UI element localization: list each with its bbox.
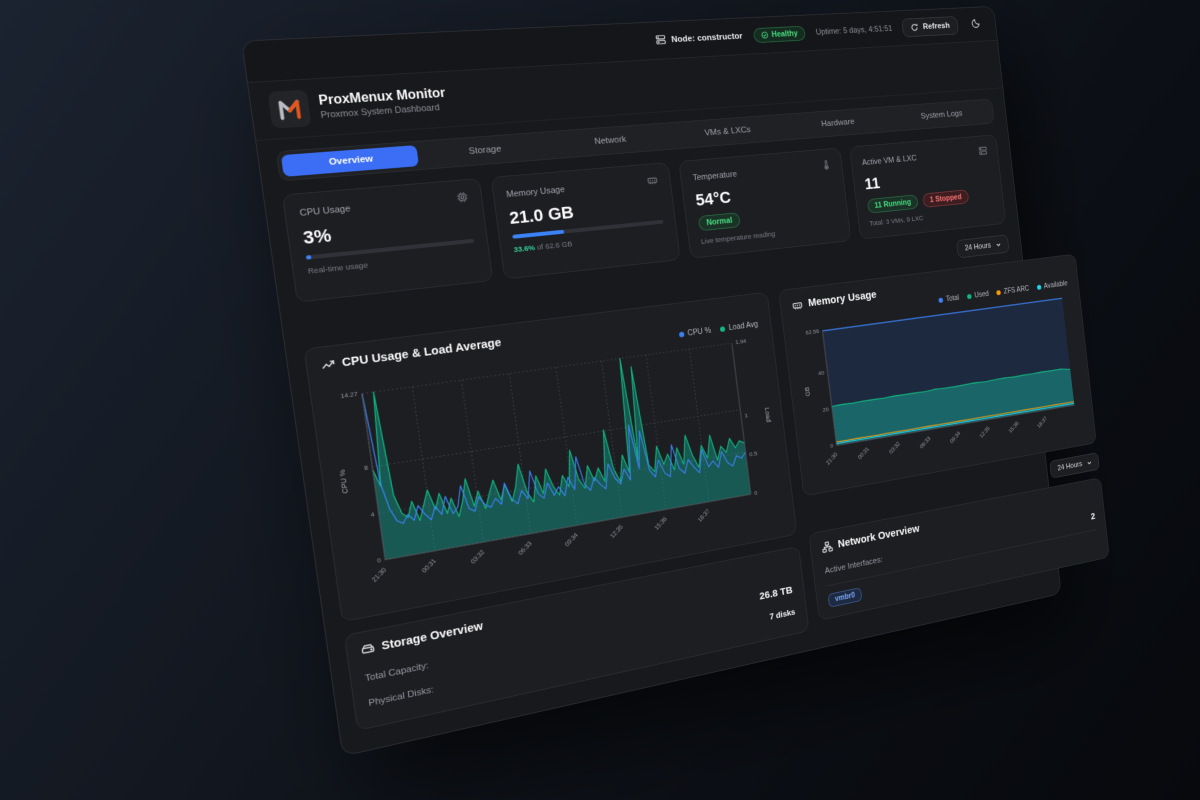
legend-dot-icon: [996, 289, 1002, 295]
theme-toggle-button[interactable]: [967, 15, 986, 35]
memory-icon: [646, 174, 659, 188]
check-circle-icon: [761, 31, 769, 39]
svg-text:1: 1: [744, 413, 748, 420]
legend-dot-icon: [938, 297, 944, 303]
svg-text:CPU %: CPU %: [338, 468, 350, 494]
svg-text:03:32: 03:32: [888, 440, 901, 455]
cpu-icon: [456, 191, 469, 206]
vm-card-title: Active VM & LXC: [861, 153, 917, 167]
svg-text:06:33: 06:33: [517, 540, 533, 557]
legend-item: ZFS ARC: [996, 284, 1030, 298]
svg-text:15:36: 15:36: [654, 516, 669, 532]
temperature-card: Temperature 54°C Normal Live temperature…: [678, 147, 851, 259]
svg-text:12:35: 12:35: [609, 523, 625, 539]
svg-text:0: 0: [754, 490, 758, 497]
svg-text:GB: GB: [804, 386, 812, 397]
left-column: CPU Usage & Load Average CPU % Load Avg 0…: [303, 291, 810, 731]
server-icon: [655, 34, 667, 47]
trending-up-icon: [320, 358, 336, 373]
time-range-select[interactable]: 24 Hours: [956, 234, 1010, 259]
memory-card-title: Memory Usage: [505, 184, 566, 200]
network-icon: [821, 540, 833, 554]
chevron-down-icon: [1086, 459, 1092, 466]
svg-text:00:31: 00:31: [857, 446, 871, 461]
health-badge: Healthy: [752, 25, 807, 44]
total-capacity-value: 26.8 TB: [758, 584, 794, 602]
legend-dot-icon: [1036, 284, 1042, 290]
moon-icon: [971, 17, 981, 28]
svg-text:14.27: 14.27: [340, 391, 359, 401]
svg-text:09:34: 09:34: [564, 532, 580, 549]
cpu-card-title: CPU Usage: [299, 203, 352, 218]
legend-item: Total: [938, 293, 960, 305]
svg-text:20: 20: [822, 407, 829, 414]
svg-text:0: 0: [377, 557, 382, 565]
svg-text:0.5: 0.5: [749, 451, 758, 459]
legend-dot-icon: [966, 293, 972, 299]
svg-text:06:33: 06:33: [919, 435, 932, 450]
svg-text:62.56: 62.56: [805, 329, 820, 337]
chevron-down-icon: [995, 241, 1001, 248]
legend-dot-icon: [720, 325, 726, 332]
svg-text:12:35: 12:35: [979, 425, 992, 440]
right-column: Memory Usage Total Used ZFS ARC Available 0…: [778, 253, 1110, 621]
vm-stopped-badge: 1 Stopped: [922, 189, 970, 208]
temperature-status-badge: Normal: [697, 212, 741, 232]
thermometer-icon: [821, 159, 831, 172]
svg-text:15:36: 15:36: [1008, 420, 1021, 434]
legend-dot-icon: [678, 331, 685, 338]
memory-chip-icon: [791, 299, 803, 311]
cpu-load-chart-card: CPU Usage & Load Average CPU % Load Avg 0…: [303, 291, 798, 623]
dashboard-window: Node: constructor Healthy Uptime: 5 days…: [241, 6, 1110, 757]
refresh-button[interactable]: Refresh: [901, 16, 959, 38]
svg-text:8: 8: [364, 464, 369, 472]
svg-text:09:34: 09:34: [949, 430, 962, 445]
svg-text:4: 4: [370, 511, 375, 519]
refresh-icon: [910, 23, 919, 32]
hard-drive-icon: [360, 642, 375, 658]
memory-chart: 0 20 40 62.56 21:30 00:31 03:32 06:33 09:34 12:35…: [804, 290, 1086, 466]
uptime-label: Uptime: 5 days, 4:51:51: [815, 24, 893, 37]
node-indicator: Node: constructor: [655, 30, 743, 47]
active-vm-lxc-card: Active VM & LXC 11 11 Running 1 Stopped: [848, 134, 1007, 240]
app-logo: [267, 89, 312, 129]
svg-text:21:30: 21:30: [825, 451, 839, 466]
svg-text:1.94: 1.94: [735, 338, 747, 346]
svg-text:0: 0: [830, 443, 834, 450]
memory-progress-fill: [511, 229, 565, 239]
network-interface-badge: vmbr0: [827, 587, 863, 608]
server-stack-icon: [978, 146, 988, 158]
main-content: CPU Usage 3% Real-time usage: [262, 122, 1110, 755]
physical-disks-value: 7 disks: [769, 607, 796, 622]
cpu-progress-fill: [305, 255, 312, 260]
svg-text:40: 40: [818, 370, 825, 377]
legend-item: CPU %: [678, 325, 712, 340]
legend-item: Available: [1036, 279, 1068, 292]
active-interfaces-value: 2: [1090, 510, 1096, 522]
svg-text:03:32: 03:32: [470, 549, 487, 566]
svg-text:18:37: 18:37: [697, 508, 712, 524]
vm-running-badge: 11 Running: [866, 194, 919, 214]
memory-usage-card: Memory Usage 21.0 GB 33.6% of 62.6 GB: [490, 162, 681, 280]
node-label: Node: constructor: [670, 31, 744, 45]
cpu-usage-card: CPU Usage 3% Real-time usage: [281, 178, 493, 303]
legend-item: Used: [966, 289, 990, 301]
temperature-card-title: Temperature: [692, 169, 738, 183]
memory-chart-card: Memory Usage Total Used ZFS ARC Available 0…: [778, 253, 1097, 497]
svg-text:18:37: 18:37: [1036, 415, 1048, 429]
svg-text:Load: Load: [763, 407, 772, 423]
time-range-select-secondary[interactable]: 24 Hours: [1049, 452, 1100, 479]
svg-text:00:31: 00:31: [421, 557, 438, 574]
svg-text:21:30: 21:30: [371, 566, 389, 583]
cpu-load-chart: 0 4 8 14.27 0 0.5 1 1.94 21:30 00:31 03:32 06:33 09:…: [338, 338, 772, 583]
